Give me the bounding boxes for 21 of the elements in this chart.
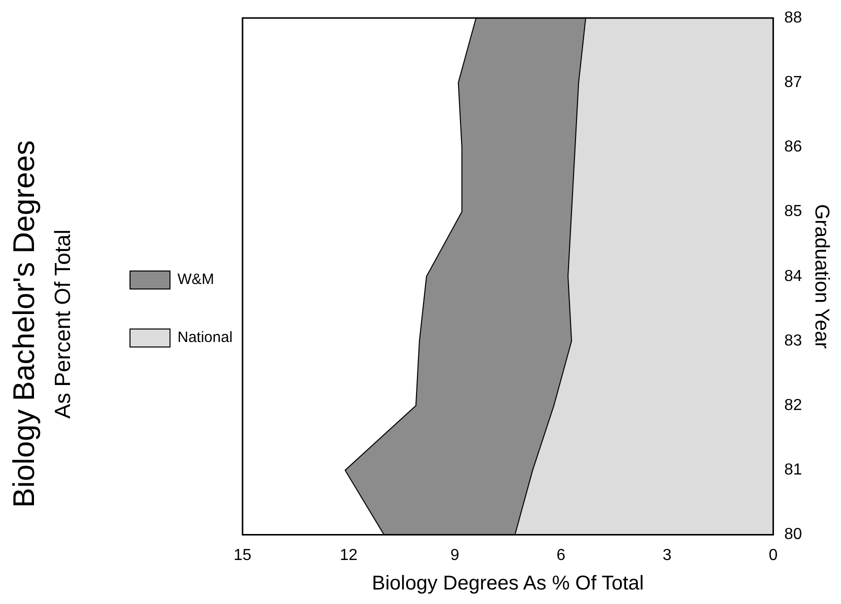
y-tick-label: 85 [784, 203, 802, 220]
x-axis-title: Biology Degrees As % Of Total [372, 572, 644, 595]
y-tick-label: 82 [784, 397, 802, 414]
x-tick-label: 15 [234, 546, 252, 564]
y-axis-title: Graduation Year [810, 204, 832, 350]
y-tick-label: 88 [784, 9, 802, 26]
y-tick-label: 86 [784, 138, 802, 156]
legend-label: W&M [178, 271, 214, 288]
y-tick-label: 87 [784, 74, 802, 92]
text: As Percent Of Total [50, 228, 76, 421]
legend-label: National [178, 329, 233, 346]
x-tick-label: 9 [450, 546, 460, 564]
x-tick-label: 0 [768, 546, 778, 564]
y-tick-label: 80 [784, 526, 802, 544]
x-tick-label: 3 [662, 546, 672, 564]
y-tick-label: 84 [784, 268, 802, 285]
y-tick-label: 81 [784, 462, 802, 479]
text: Biology Bachelor's Degrees [8, 139, 42, 510]
x-tick-label: 6 [556, 546, 566, 564]
x-tick-label: 12 [340, 546, 358, 564]
y-tick-label: 83 [784, 332, 802, 350]
